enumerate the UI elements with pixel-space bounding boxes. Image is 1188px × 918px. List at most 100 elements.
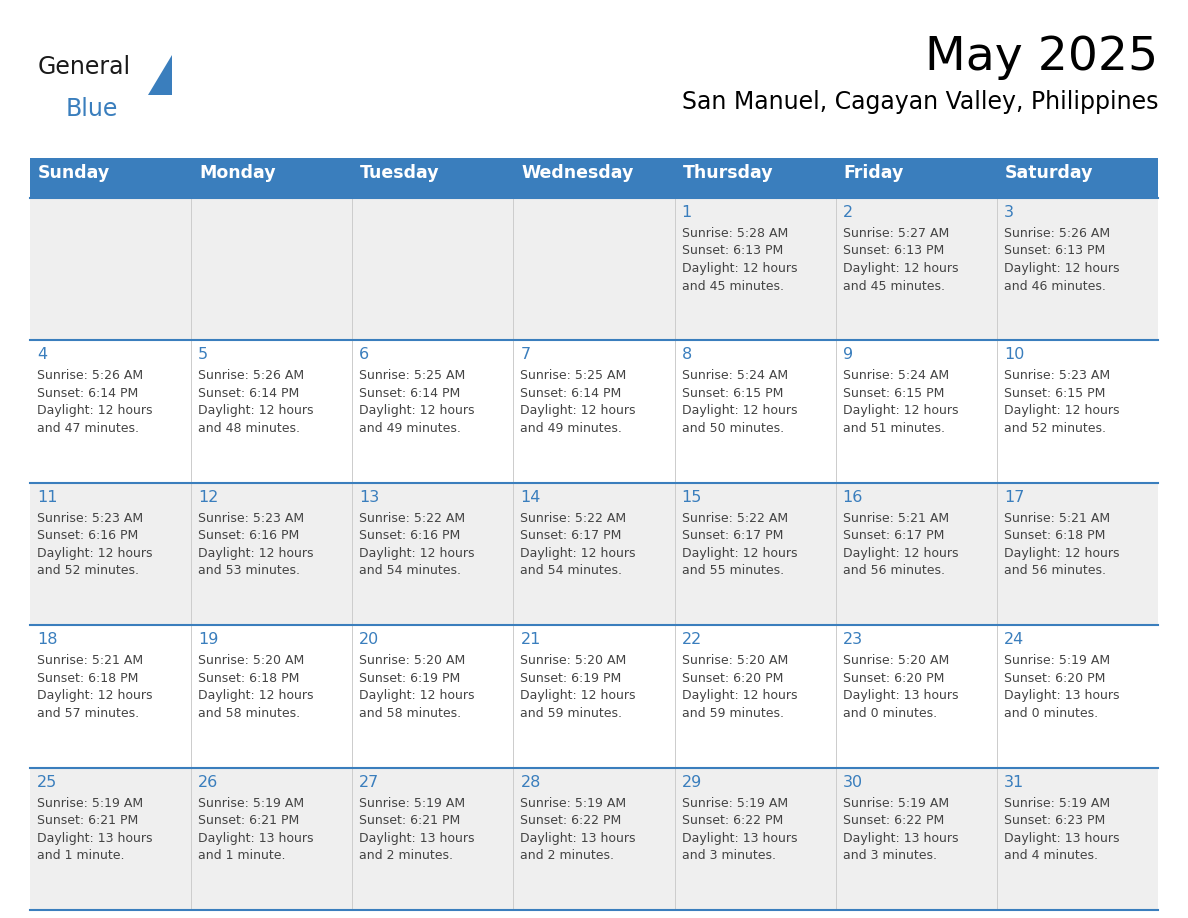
Text: and 2 minutes.: and 2 minutes. [359, 849, 454, 862]
Text: and 55 minutes.: and 55 minutes. [682, 565, 784, 577]
Text: 24: 24 [1004, 633, 1024, 647]
Text: 21: 21 [520, 633, 541, 647]
Text: and 49 minutes.: and 49 minutes. [359, 422, 461, 435]
Text: Sunrise: 5:23 AM: Sunrise: 5:23 AM [198, 512, 304, 525]
Text: Sunrise: 5:21 AM: Sunrise: 5:21 AM [842, 512, 949, 525]
Text: and 48 minutes.: and 48 minutes. [198, 422, 301, 435]
Text: Sunrise: 5:19 AM: Sunrise: 5:19 AM [842, 797, 949, 810]
Bar [30, 341, 1158, 483]
Bar [30, 483, 1158, 625]
Text: 10: 10 [1004, 347, 1024, 363]
Text: Sunset: 6:17 PM: Sunset: 6:17 PM [842, 530, 944, 543]
Text: Sunset: 6:14 PM: Sunset: 6:14 PM [37, 386, 138, 400]
Text: and 54 minutes.: and 54 minutes. [520, 565, 623, 577]
Text: Sunrise: 5:19 AM: Sunrise: 5:19 AM [37, 797, 143, 810]
Bar [30, 198, 1158, 341]
Text: and 47 minutes.: and 47 minutes. [37, 422, 139, 435]
Text: Sunrise: 5:20 AM: Sunrise: 5:20 AM [842, 655, 949, 667]
Text: 7: 7 [520, 347, 531, 363]
Text: Daylight: 13 hours: Daylight: 13 hours [37, 832, 152, 845]
Text: and 45 minutes.: and 45 minutes. [842, 279, 944, 293]
Text: Daylight: 13 hours: Daylight: 13 hours [682, 832, 797, 845]
Text: 16: 16 [842, 490, 864, 505]
Text: Daylight: 12 hours: Daylight: 12 hours [1004, 262, 1119, 275]
Text: 23: 23 [842, 633, 862, 647]
Text: Daylight: 12 hours: Daylight: 12 hours [359, 547, 475, 560]
Text: Sunset: 6:18 PM: Sunset: 6:18 PM [37, 672, 138, 685]
Text: Daylight: 12 hours: Daylight: 12 hours [520, 405, 636, 418]
Bar [191, 158, 353, 198]
Text: San Manuel, Cagayan Valley, Philippines: San Manuel, Cagayan Valley, Philippines [682, 90, 1158, 114]
Text: Daylight: 12 hours: Daylight: 12 hours [520, 689, 636, 702]
Text: Thursday: Thursday [683, 164, 773, 182]
Text: Daylight: 12 hours: Daylight: 12 hours [37, 547, 152, 560]
Text: Daylight: 13 hours: Daylight: 13 hours [842, 689, 959, 702]
Text: Sunset: 6:17 PM: Sunset: 6:17 PM [520, 530, 621, 543]
Text: 26: 26 [198, 775, 219, 789]
Text: Sunset: 6:21 PM: Sunset: 6:21 PM [359, 814, 461, 827]
Text: and 56 minutes.: and 56 minutes. [842, 565, 944, 577]
Text: 27: 27 [359, 775, 379, 789]
Text: Daylight: 12 hours: Daylight: 12 hours [198, 547, 314, 560]
Text: General: General [38, 55, 131, 79]
Text: Daylight: 12 hours: Daylight: 12 hours [37, 689, 152, 702]
Text: and 59 minutes.: and 59 minutes. [682, 707, 784, 720]
Text: Sunset: 6:13 PM: Sunset: 6:13 PM [682, 244, 783, 258]
Text: Sunrise: 5:26 AM: Sunrise: 5:26 AM [1004, 227, 1110, 240]
Text: Sunrise: 5:19 AM: Sunrise: 5:19 AM [682, 797, 788, 810]
Text: Sunset: 6:15 PM: Sunset: 6:15 PM [682, 386, 783, 400]
Text: Sunrise: 5:19 AM: Sunrise: 5:19 AM [1004, 655, 1110, 667]
Text: 13: 13 [359, 490, 379, 505]
Text: Sunrise: 5:26 AM: Sunrise: 5:26 AM [198, 369, 304, 383]
Text: Daylight: 12 hours: Daylight: 12 hours [1004, 405, 1119, 418]
Text: Sunset: 6:20 PM: Sunset: 6:20 PM [682, 672, 783, 685]
Bar [353, 158, 513, 198]
Text: and 53 minutes.: and 53 minutes. [198, 565, 301, 577]
Bar [30, 767, 1158, 910]
Text: Sunrise: 5:23 AM: Sunrise: 5:23 AM [37, 512, 143, 525]
Text: 4: 4 [37, 347, 48, 363]
Text: and 58 minutes.: and 58 minutes. [359, 707, 461, 720]
Text: Sunrise: 5:19 AM: Sunrise: 5:19 AM [1004, 797, 1110, 810]
Text: 20: 20 [359, 633, 379, 647]
Text: Tuesday: Tuesday [360, 164, 440, 182]
Text: 30: 30 [842, 775, 862, 789]
Text: Daylight: 13 hours: Daylight: 13 hours [1004, 832, 1119, 845]
Text: Sunset: 6:14 PM: Sunset: 6:14 PM [359, 386, 461, 400]
Text: and 1 minute.: and 1 minute. [37, 849, 125, 862]
Text: and 46 minutes.: and 46 minutes. [1004, 279, 1106, 293]
Text: Sunrise: 5:19 AM: Sunrise: 5:19 AM [359, 797, 466, 810]
Bar [675, 158, 835, 198]
Polygon shape [148, 55, 172, 95]
Text: Sunset: 6:16 PM: Sunset: 6:16 PM [359, 530, 461, 543]
Text: Sunset: 6:14 PM: Sunset: 6:14 PM [198, 386, 299, 400]
Text: Daylight: 12 hours: Daylight: 12 hours [842, 405, 959, 418]
Text: Sunrise: 5:26 AM: Sunrise: 5:26 AM [37, 369, 143, 383]
Text: Daylight: 12 hours: Daylight: 12 hours [1004, 547, 1119, 560]
Text: Sunset: 6:23 PM: Sunset: 6:23 PM [1004, 814, 1105, 827]
Text: Daylight: 12 hours: Daylight: 12 hours [682, 262, 797, 275]
Text: and 59 minutes.: and 59 minutes. [520, 707, 623, 720]
Text: 17: 17 [1004, 490, 1024, 505]
Text: Sunrise: 5:20 AM: Sunrise: 5:20 AM [520, 655, 627, 667]
Text: and 50 minutes.: and 50 minutes. [682, 422, 784, 435]
Text: Daylight: 12 hours: Daylight: 12 hours [842, 262, 959, 275]
Text: 31: 31 [1004, 775, 1024, 789]
Text: Sunrise: 5:22 AM: Sunrise: 5:22 AM [359, 512, 466, 525]
Text: and 1 minute.: and 1 minute. [198, 849, 285, 862]
Text: and 0 minutes.: and 0 minutes. [842, 707, 937, 720]
Text: and 52 minutes.: and 52 minutes. [1004, 422, 1106, 435]
Text: 19: 19 [198, 633, 219, 647]
Text: Sunrise: 5:25 AM: Sunrise: 5:25 AM [359, 369, 466, 383]
Bar [30, 625, 1158, 767]
Text: and 58 minutes.: and 58 minutes. [198, 707, 301, 720]
Text: and 51 minutes.: and 51 minutes. [842, 422, 944, 435]
Text: Sunrise: 5:24 AM: Sunrise: 5:24 AM [682, 369, 788, 383]
Text: Sunrise: 5:23 AM: Sunrise: 5:23 AM [1004, 369, 1110, 383]
Text: Sunset: 6:19 PM: Sunset: 6:19 PM [359, 672, 461, 685]
Text: Sunrise: 5:25 AM: Sunrise: 5:25 AM [520, 369, 627, 383]
Text: 8: 8 [682, 347, 691, 363]
Text: Sunset: 6:21 PM: Sunset: 6:21 PM [37, 814, 138, 827]
Text: Daylight: 12 hours: Daylight: 12 hours [842, 547, 959, 560]
Text: May 2025: May 2025 [925, 35, 1158, 80]
